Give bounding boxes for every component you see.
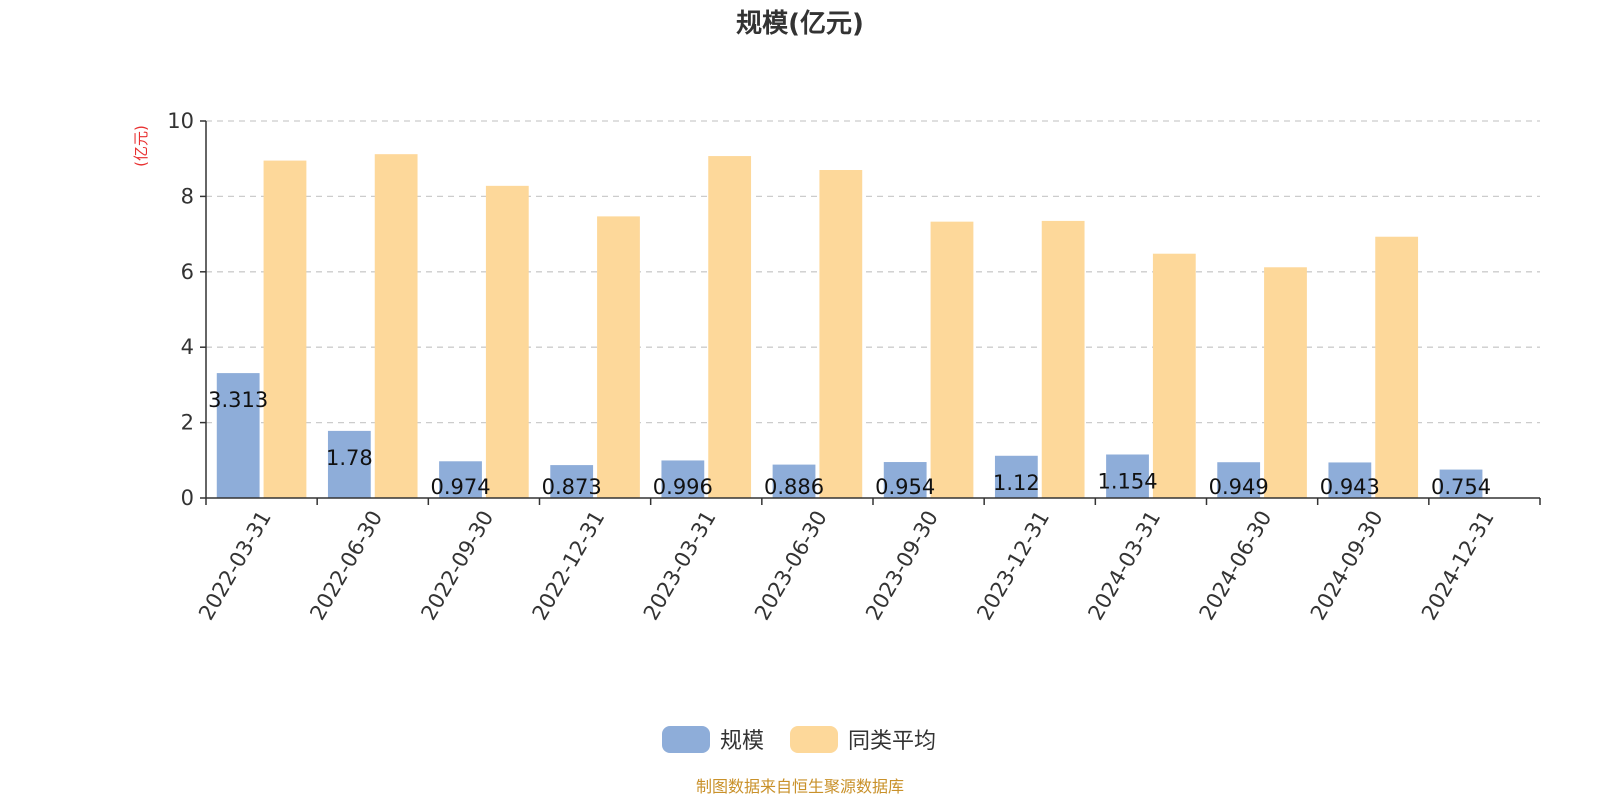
data-label-scale: 0.974 bbox=[430, 475, 490, 499]
y-axis-ticks: 0 2 4 6 8 10 bbox=[167, 109, 206, 510]
data-label-scale: 0.943 bbox=[1320, 475, 1380, 499]
bar-peer-average bbox=[819, 170, 863, 498]
bar-scale bbox=[439, 461, 482, 498]
data-labels: 3.313 1.78 0.974 0.873 0.996 0.886 0.954 1.12 1.… bbox=[208, 388, 1491, 499]
source-note: 制图数据来自恒生聚源数据库 bbox=[696, 777, 904, 796]
y-tick-label: 2 bbox=[181, 411, 194, 435]
y-tick-label: 0 bbox=[181, 486, 194, 510]
bar-scale bbox=[883, 462, 927, 498]
bar-peer-average bbox=[263, 160, 307, 498]
bars-group bbox=[216, 154, 1483, 499]
x-tick-label: 2024-06-30 bbox=[1195, 507, 1277, 625]
x-tick-label: 2024-09-30 bbox=[1306, 507, 1388, 625]
y-axis-unit-label: (亿元) bbox=[132, 125, 150, 167]
x-tick-label: 2022-03-31 bbox=[194, 507, 276, 625]
chart-title: 规模(亿元) bbox=[736, 9, 864, 39]
x-tick-label: 2023-09-30 bbox=[861, 507, 943, 625]
data-label-scale: 0.996 bbox=[653, 475, 713, 499]
bar-scale bbox=[550, 465, 594, 498]
bar-scale bbox=[1439, 469, 1483, 498]
bar-peer-average bbox=[485, 185, 529, 498]
bar-peer-average bbox=[597, 216, 640, 499]
x-axis-ticks: 2022-03-31 2022-06-30 2022-09-30 2022-12-31… bbox=[194, 498, 1541, 625]
y-tick-label: 6 bbox=[181, 260, 194, 284]
y-tick-label: 10 bbox=[167, 109, 194, 133]
bar-peer-average bbox=[1041, 220, 1085, 498]
x-tick-label: 2022-06-30 bbox=[305, 507, 387, 625]
y-tick-label: 4 bbox=[181, 335, 194, 359]
x-tick-label: 2023-03-31 bbox=[639, 507, 721, 625]
data-label-scale: 1.154 bbox=[1097, 469, 1157, 493]
data-label-scale: 0.954 bbox=[875, 475, 935, 499]
bar-peer-average bbox=[930, 221, 974, 498]
x-tick-label: 2024-12-31 bbox=[1417, 507, 1499, 625]
data-label-scale: 0.873 bbox=[542, 475, 602, 499]
x-tick-label: 2023-06-30 bbox=[750, 507, 832, 625]
bar-scale bbox=[994, 455, 1038, 498]
bar-scale bbox=[216, 373, 260, 498]
data-label-scale: 1.78 bbox=[326, 446, 373, 470]
legend-label: 规模 bbox=[720, 729, 764, 754]
legend-label: 同类平均 bbox=[848, 729, 936, 754]
data-label-scale: 0.886 bbox=[764, 475, 824, 499]
bar-peer-average bbox=[1264, 267, 1307, 498]
bar-peer-average bbox=[708, 156, 752, 498]
bar-scale bbox=[661, 460, 705, 498]
legend-swatch bbox=[662, 726, 710, 753]
data-label-scale: 3.313 bbox=[208, 388, 268, 412]
x-tick-label: 2024-03-31 bbox=[1083, 507, 1165, 625]
legend-swatch bbox=[790, 726, 838, 753]
bar-scale bbox=[772, 464, 816, 498]
x-tick-label: 2022-12-31 bbox=[528, 507, 610, 625]
data-label-scale: 0.754 bbox=[1431, 475, 1491, 499]
bar-scale bbox=[1106, 454, 1149, 498]
x-tick-label: 2023-12-31 bbox=[972, 507, 1054, 625]
data-label-scale: 0.949 bbox=[1209, 475, 1269, 499]
bar-scale bbox=[1328, 462, 1372, 498]
bar-scale bbox=[1217, 462, 1261, 498]
legend: 规模 同类平均 bbox=[662, 726, 936, 754]
bar-peer-average bbox=[374, 154, 418, 498]
bar-peer-average bbox=[1375, 236, 1419, 498]
bar-scale bbox=[327, 430, 371, 498]
x-tick-label: 2022-09-30 bbox=[416, 507, 498, 625]
bar-peer-average bbox=[1152, 253, 1196, 498]
data-label-scale: 1.12 bbox=[993, 471, 1040, 495]
grid-lines bbox=[206, 120, 1540, 424]
y-tick-label: 8 bbox=[181, 184, 194, 208]
